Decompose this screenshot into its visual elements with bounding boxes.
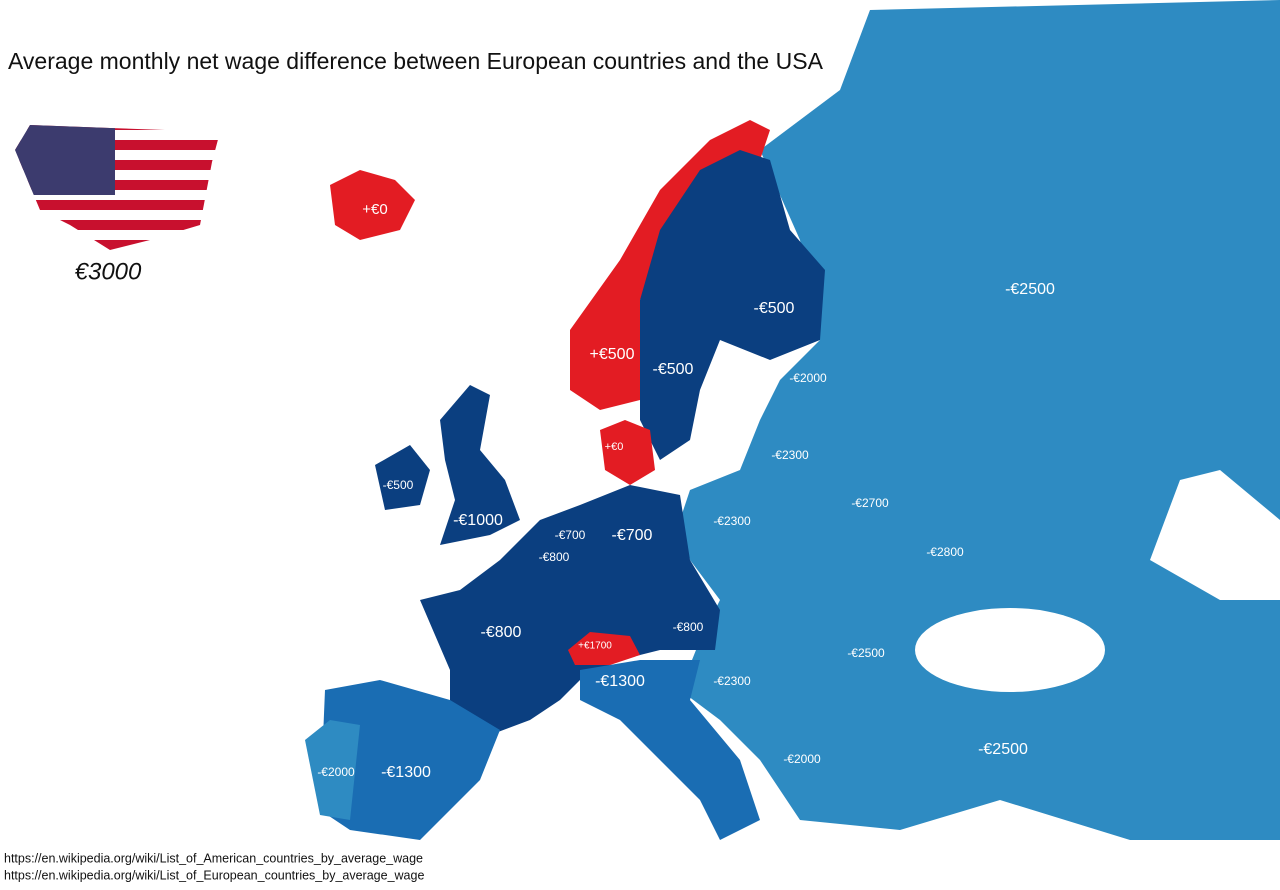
region-label: -€2500 — [1005, 281, 1055, 298]
region-label: -€800 — [539, 550, 570, 564]
region-label: -€2800 — [926, 545, 964, 559]
region-label: -€500 — [754, 300, 795, 317]
region-labels: +€0 +€500 -€500 -€500 -€2500 -€2000 -€23… — [317, 201, 1055, 781]
usa-label: €3000 — [75, 258, 142, 285]
region-label: -€2000 — [783, 752, 821, 766]
region-label: -€2300 — [771, 448, 809, 462]
title: Average monthly net wage difference betw… — [8, 48, 824, 74]
region-label: -€700 — [612, 527, 653, 544]
region-label: -€1000 — [453, 512, 503, 529]
region-label: -€1300 — [595, 673, 645, 690]
region-label: -€1300 — [381, 764, 431, 781]
region-label: -€2300 — [713, 674, 751, 688]
region-label: -€2500 — [978, 741, 1028, 758]
region-label: -€700 — [555, 528, 586, 542]
region-label: -€800 — [481, 624, 522, 641]
region-label: -€2000 — [789, 371, 827, 385]
region-label: -€800 — [673, 620, 704, 634]
usa-flag — [15, 125, 220, 250]
region-label: -€2300 — [713, 514, 751, 528]
source: https://en.wikipedia.org/wiki/List_of_Am… — [4, 851, 423, 865]
land — [305, 0, 1280, 840]
region-label: -€2500 — [847, 646, 885, 660]
region-label: +€1700 — [578, 641, 612, 652]
region-label: -€2700 — [851, 496, 889, 510]
region-label: -€500 — [383, 478, 414, 492]
region-label: +€500 — [590, 346, 635, 363]
source: https://en.wikipedia.org/wiki/List_of_Eu… — [4, 868, 424, 882]
region-label: -€500 — [653, 361, 694, 378]
region-label: +€0 — [362, 201, 387, 218]
region-label: -€2000 — [317, 765, 355, 779]
region-label: +€0 — [605, 441, 624, 453]
